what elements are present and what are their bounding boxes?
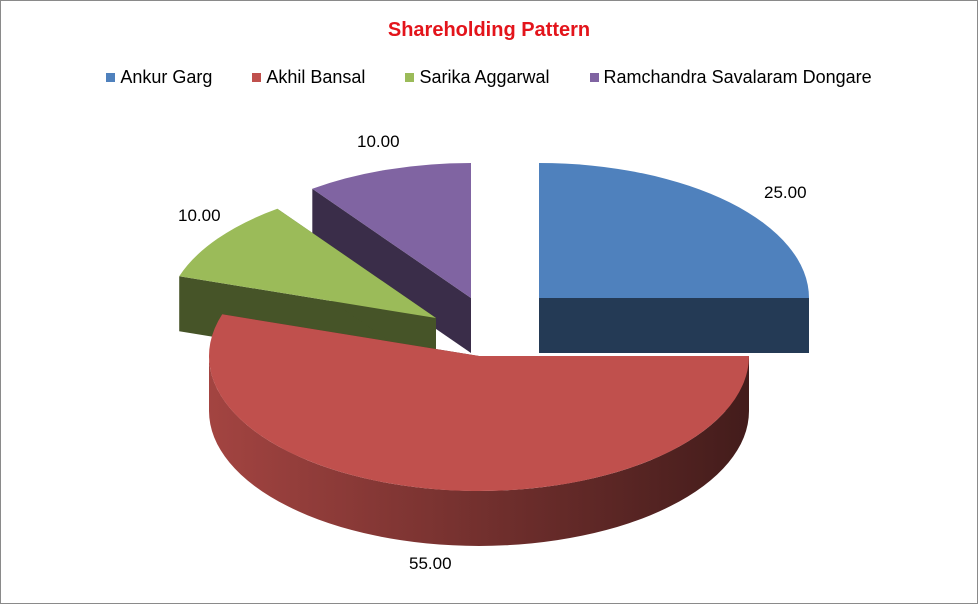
- legend-item-sarika-aggarwal: Sarika Aggarwal: [405, 67, 550, 88]
- legend-swatch-ankur-garg: [106, 73, 116, 82]
- chart-title: Shareholding Pattern: [387, 19, 591, 41]
- legend-swatch-sarika-aggarwal: [405, 73, 415, 82]
- legend: Ankur Garg Akhil Bansal Sarika Aggarwal …: [1, 67, 977, 88]
- pie-slice-0-top: [539, 163, 809, 298]
- pie-slice-1-top: [208, 314, 750, 491]
- pie-slice-2-top: [179, 208, 437, 318]
- pie-slice-0-side-1: [539, 298, 809, 353]
- pie-slice-1-outer-wall-0: [209, 356, 749, 546]
- legend-label-akhil-bansal: Akhil Bansal: [266, 67, 366, 87]
- pie-slice-3-side-0: [312, 188, 471, 353]
- data-label-1: 55.00: [409, 554, 452, 573]
- pie-slice-0: [539, 163, 809, 353]
- pie-slice-3: [312, 163, 471, 353]
- data-label-3: 10.00: [357, 132, 400, 151]
- legend-item-ankur-garg: Ankur Garg: [106, 67, 212, 88]
- pie-slice-3-top: [312, 163, 471, 298]
- legend-label-ankur-garg: Ankur Garg: [120, 67, 213, 87]
- legend-item-akhil-bansal: Akhil Bansal: [252, 67, 365, 88]
- legend-label-sarika-aggarwal: Sarika Aggarwal: [419, 67, 550, 87]
- pie-slice-1: [208, 314, 750, 546]
- data-label-2: 10.00: [178, 206, 221, 225]
- legend-label-ramchandra-dongare: Ramchandra Savalaram Dongare: [603, 67, 872, 87]
- legend-item-ramchandra-dongare: Ramchandra Savalaram Dongare: [589, 67, 872, 88]
- legend-swatch-ramchandra-dongare: [589, 73, 599, 82]
- data-label-0: 25.00: [764, 183, 807, 202]
- legend-swatch-akhil-bansal: [252, 73, 262, 82]
